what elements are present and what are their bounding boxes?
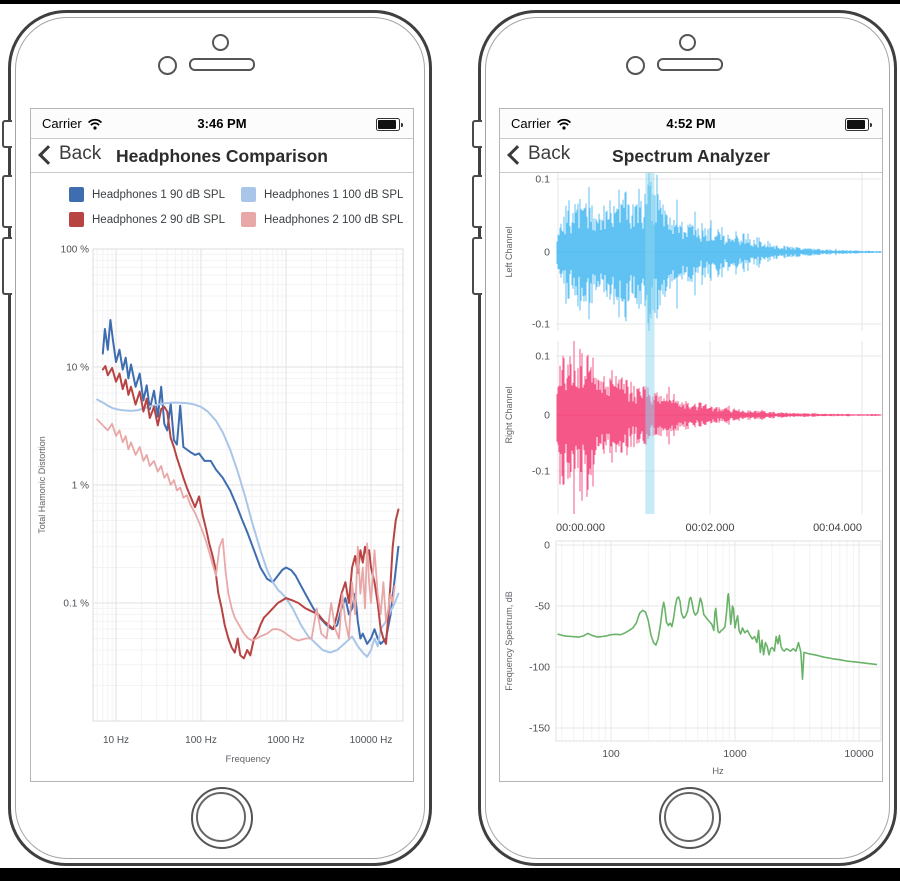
carrier-label: Carrier	[511, 116, 551, 131]
volume-down-button[interactable]	[472, 237, 482, 295]
svg-text:1 %: 1 %	[72, 481, 89, 492]
battery-icon	[845, 118, 872, 131]
svg-text:Right Channel: Right Channel	[504, 386, 514, 443]
svg-text:100 %: 100 %	[61, 245, 89, 256]
legend-swatch-hp2-100	[241, 212, 256, 227]
screen-spectrum-analyzer: Carrier 4:52 PM Back Spectrum Analyzer 0…	[499, 108, 883, 782]
bottom-black-strip	[0, 868, 900, 881]
legend-item: Headphones 1 100 dB SPL	[241, 187, 403, 202]
thd-chart[interactable]: 100 % 10 % 1 % 0.1 % 10 Hz 100 Hz 1000 Hz 10000…	[31, 173, 413, 781]
svg-text:100: 100	[602, 748, 620, 760]
back-label: Back	[59, 143, 102, 164]
svg-text:-0.1: -0.1	[532, 319, 550, 331]
svg-text:Hz: Hz	[712, 766, 724, 777]
svg-text:100 Hz: 100 Hz	[185, 735, 217, 746]
screen-headphones-comparison: Carrier 3:46 PM Back Headphones Comparis…	[30, 108, 414, 782]
phone-right: Carrier 4:52 PM Back Spectrum Analyzer 0…	[472, 10, 897, 866]
volume-down-button[interactable]	[2, 237, 12, 295]
svg-text:00:00.000: 00:00.000	[556, 522, 605, 534]
svg-text:00:02.000: 00:02.000	[686, 522, 735, 534]
carrier-label: Carrier	[42, 116, 82, 131]
thd-content: 100 % 10 % 1 % 0.1 % 10 Hz 100 Hz 1000 Hz 10000…	[31, 173, 413, 781]
svg-text:Left Channel: Left Channel	[504, 226, 514, 277]
mute-switch[interactable]	[2, 120, 12, 148]
wifi-icon	[556, 118, 571, 130]
status-bar: Carrier 4:52 PM	[500, 109, 882, 139]
front-camera-icon	[211, 34, 229, 51]
volume-up-button[interactable]	[2, 175, 12, 228]
svg-text:10000: 10000	[844, 748, 873, 760]
svg-text:Frequency Spectrum, dB: Frequency Spectrum, dB	[504, 591, 514, 691]
earpiece-speaker	[189, 58, 255, 71]
back-label: Back	[528, 143, 571, 164]
svg-text:-150: -150	[529, 723, 550, 735]
svg-text:0.1: 0.1	[535, 351, 550, 363]
svg-text:10 Hz: 10 Hz	[103, 735, 129, 746]
svg-text:0: 0	[544, 410, 550, 422]
nav-bar: Back Spectrum Analyzer	[500, 139, 882, 173]
legend-swatch-hp1-100	[241, 187, 256, 202]
mute-switch[interactable]	[472, 120, 482, 148]
svg-text:1000: 1000	[723, 748, 747, 760]
nav-bar: Back Headphones Comparison	[31, 139, 413, 173]
svg-text:-100: -100	[529, 662, 550, 674]
svg-text:Total Hamonic Distortion: Total Hamonic Distortion	[37, 436, 47, 534]
svg-text:00:04.000: 00:04.000	[813, 522, 862, 534]
battery-icon	[376, 118, 403, 131]
svg-text:0.1: 0.1	[535, 174, 550, 186]
home-button[interactable]	[191, 787, 253, 849]
legend-swatch-hp2-90	[69, 212, 84, 227]
phone-left: Carrier 3:46 PM Back Headphones Comparis…	[2, 10, 432, 866]
svg-text:1000 Hz: 1000 Hz	[267, 735, 304, 746]
clock: 3:46 PM	[197, 116, 247, 131]
legend-item: Headphones 1 90 dB SPL	[69, 187, 241, 202]
clock: 4:52 PM	[666, 116, 716, 131]
home-button[interactable]	[658, 787, 721, 849]
spectrum-content: 0.1 0 -0.1 Left Channel 0.1 0 -0.1 Right Channe…	[500, 173, 882, 781]
svg-text:10000 Hz: 10000 Hz	[350, 735, 393, 746]
wifi-icon	[87, 118, 102, 130]
proximity-sensor-icon	[625, 56, 645, 75]
volume-up-button[interactable]	[472, 175, 482, 228]
legend-item: Headphones 2 90 dB SPL	[69, 212, 241, 227]
svg-text:0: 0	[544, 540, 550, 552]
page-title: Headphones Comparison	[116, 146, 328, 166]
svg-text:10 %: 10 %	[66, 363, 89, 374]
legend-swatch-hp1-90	[69, 187, 84, 202]
back-button[interactable]: Back	[507, 143, 571, 165]
svg-text:0: 0	[544, 247, 550, 259]
audio-charts[interactable]: 0.1 0 -0.1 Left Channel 0.1 0 -0.1 Right Channe…	[500, 173, 882, 781]
earpiece-speaker	[656, 58, 723, 71]
proximity-sensor-icon	[158, 56, 177, 75]
top-black-strip	[0, 0, 900, 4]
chart-legend: Headphones 1 90 dB SPL Headphones 1 100 …	[69, 187, 403, 227]
front-camera-icon	[679, 34, 696, 51]
svg-text:0.1 %: 0.1 %	[63, 599, 89, 610]
legend-item: Headphones 2 100 dB SPL	[241, 212, 403, 227]
svg-text:Frequency: Frequency	[226, 754, 271, 765]
back-button[interactable]: Back	[38, 143, 102, 165]
svg-text:-0.1: -0.1	[532, 466, 550, 478]
status-bar: Carrier 3:46 PM	[31, 109, 413, 139]
page-title: Spectrum Analyzer	[612, 146, 770, 166]
svg-text:-50: -50	[535, 601, 550, 613]
